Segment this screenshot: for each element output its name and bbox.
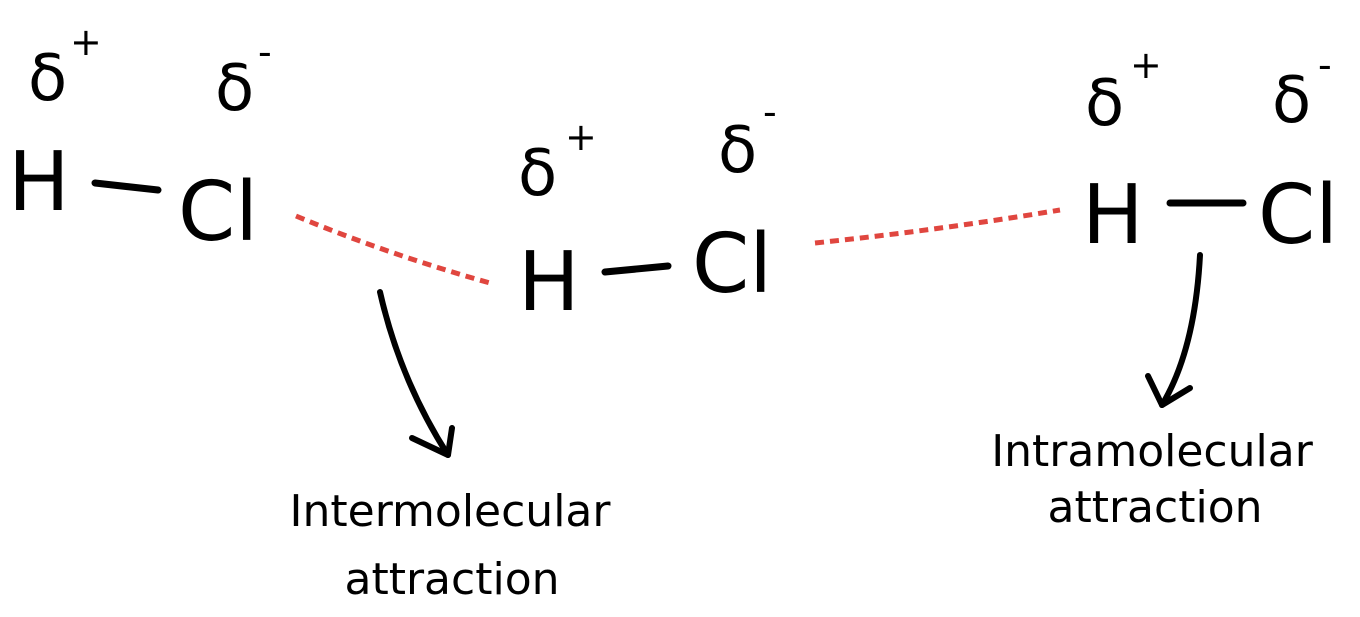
arrow-head xyxy=(1145,373,1193,408)
molecule: δ + δ - H Cl xyxy=(1082,43,1338,263)
arrow xyxy=(377,289,451,458)
molecule: δ + δ - H Cl xyxy=(8,20,272,260)
arrow-head xyxy=(409,425,455,458)
charge-sign: + xyxy=(70,20,102,64)
bond xyxy=(601,262,672,276)
charge-sign: - xyxy=(763,90,777,134)
label: attraction xyxy=(1048,482,1263,533)
atom: Cl xyxy=(178,165,258,260)
label: attraction xyxy=(345,554,560,605)
charge-sign: - xyxy=(1318,43,1332,87)
arrow xyxy=(1159,252,1203,408)
charge-symbol: δ xyxy=(518,137,557,211)
intermolecular-attraction xyxy=(814,207,1061,246)
intermolecular-attraction xyxy=(295,213,491,286)
charge-symbol: δ xyxy=(718,114,757,188)
atom: H xyxy=(8,135,70,230)
atom: Cl xyxy=(1258,168,1338,263)
charge-sign: - xyxy=(258,30,272,74)
charge-symbol: δ xyxy=(215,52,254,126)
charge-sign: + xyxy=(565,115,597,159)
label: Intermolecular xyxy=(290,486,612,537)
molecule: δ + δ - H Cl xyxy=(518,90,777,330)
atom: Cl xyxy=(692,217,772,312)
atom: H xyxy=(518,235,580,330)
label: Intramolecular xyxy=(991,426,1314,477)
bond xyxy=(91,179,162,194)
charge-symbol: δ xyxy=(28,42,67,116)
charge-symbol: δ xyxy=(1272,64,1311,138)
charge-symbol: δ xyxy=(1085,67,1124,141)
atom: H xyxy=(1082,168,1144,263)
charge-sign: + xyxy=(1130,43,1162,87)
